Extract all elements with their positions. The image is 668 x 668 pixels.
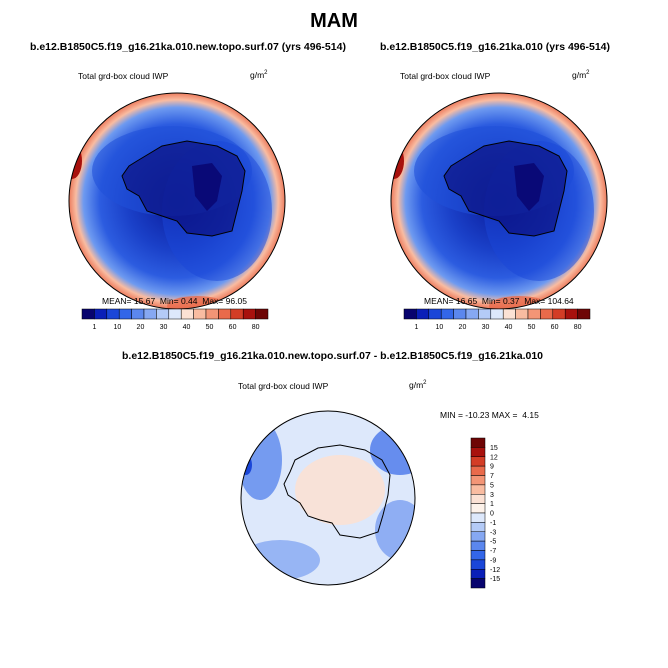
diff-colorbar-tick-label: -12 bbox=[490, 567, 500, 574]
left-colorbar-swatch bbox=[255, 308, 269, 320]
diff-antarctica-outline bbox=[283, 444, 391, 539]
right-colorbar-swatch bbox=[403, 308, 417, 320]
diff-colorbar-swatch bbox=[470, 531, 486, 542]
right-colorbar-tick-label: 30 bbox=[482, 324, 490, 331]
diff-colorbar-swatch bbox=[470, 503, 486, 514]
left-colorbar-tick-label: 30 bbox=[160, 324, 168, 331]
right-units: g/m2 bbox=[572, 70, 590, 80]
left-colorbar-swatch bbox=[205, 308, 219, 320]
left-polar-map bbox=[68, 92, 286, 310]
diff-colorbar-swatch bbox=[470, 437, 486, 448]
left-colorbar-swatch bbox=[94, 308, 108, 320]
diff-colorbar-swatch bbox=[470, 569, 486, 579]
left-colorbar-swatch bbox=[131, 308, 145, 320]
diff-colorbar-swatch bbox=[470, 494, 486, 504]
right-colorbar-swatch bbox=[453, 308, 467, 320]
diff-minmax: MIN = -10.23 MAX = 4.15 bbox=[440, 410, 539, 420]
right-stats: MEAN= 16.65 Min= 0.37 Max= 104.64 bbox=[424, 296, 574, 306]
left-colorbar-swatch bbox=[81, 308, 95, 320]
left-colorbar-swatch bbox=[156, 308, 170, 320]
left-colorbar-swatch bbox=[193, 308, 207, 320]
left-colorbar-tick-label: 1 bbox=[92, 324, 96, 331]
right-colorbar-swatch bbox=[502, 308, 516, 320]
diff-colorbar: 15 12 9 7 5 3 1 0 -1 -3 -5 -7 -9 -12 -15 bbox=[470, 437, 500, 589]
diff-units: g/m2 bbox=[409, 380, 427, 390]
right-colorbar-tick-label: 60 bbox=[551, 324, 559, 331]
right-colorbar-swatch bbox=[428, 308, 442, 320]
right-colorbar-swatch bbox=[577, 308, 591, 320]
right-colorbar-tick-label: 10 bbox=[436, 324, 444, 331]
diff-colorbar-tick-label: -9 bbox=[490, 557, 496, 564]
right-antarctica-outline bbox=[443, 140, 568, 237]
diff-colorbar-tick-label: 5 bbox=[490, 482, 494, 489]
diff-colorbar-tick-label: 3 bbox=[490, 492, 494, 499]
right-variable-label: Total grd-box cloud IWP bbox=[400, 71, 491, 81]
diff-colorbar-swatch bbox=[470, 512, 486, 523]
left-units: g/m2 bbox=[250, 70, 268, 80]
left-colorbar-swatch bbox=[230, 308, 244, 320]
left-colorbar-tick-label: 50 bbox=[206, 324, 214, 331]
left-colorbar-swatch bbox=[218, 308, 232, 320]
left-colorbar-tick-label: 20 bbox=[137, 324, 145, 331]
diff-polar-map bbox=[240, 410, 416, 586]
right-colorbar-tick-label: 80 bbox=[574, 324, 582, 331]
right-colorbar-swatch bbox=[564, 308, 578, 320]
diff-colorbar-swatch bbox=[470, 559, 486, 570]
diff-run-title: b.e12.B1850C5.f19_g16.21ka.010.new.topo.… bbox=[122, 350, 544, 362]
diff-variable-label: Total grd-box cloud IWP bbox=[238, 381, 329, 391]
left-colorbar-swatch bbox=[168, 308, 182, 320]
right-colorbar-tick-label: 20 bbox=[459, 324, 467, 331]
diff-colorbar-swatch bbox=[470, 484, 486, 495]
diff-colorbar-tick-label: -15 bbox=[490, 576, 500, 583]
diff-colorbar-tick-label: 1 bbox=[490, 501, 494, 508]
left-colorbar-tick-label: 40 bbox=[183, 324, 191, 331]
diff-colorbar-tick-label: 7 bbox=[490, 473, 494, 480]
right-colorbar-tick-label: 40 bbox=[505, 324, 513, 331]
right-colorbar-swatch bbox=[478, 308, 492, 320]
left-run-title: b.e12.B1850C5.f19_g16.21ka.010.new.topo.… bbox=[30, 41, 346, 53]
left-colorbar: 1 10 20 30 40 50 60 80 bbox=[81, 308, 269, 331]
diff-colorbar-swatch bbox=[470, 465, 486, 476]
right-colorbar-swatch bbox=[490, 308, 504, 320]
diff-colorbar-tick-label: -7 bbox=[490, 548, 496, 555]
diff-colorbar-swatch bbox=[470, 540, 486, 551]
diff-colorbar-tick-label: 15 bbox=[490, 445, 498, 452]
right-colorbar-swatch bbox=[540, 308, 554, 320]
left-colorbar-swatch bbox=[143, 308, 157, 320]
diff-colorbar-tick-label: -5 bbox=[490, 539, 496, 546]
diff-colorbar-tick-label: -3 bbox=[490, 529, 496, 536]
left-colorbar-swatch bbox=[118, 308, 132, 320]
diff-colorbar-swatch bbox=[470, 447, 486, 457]
diff-colorbar-swatch bbox=[470, 522, 486, 532]
left-antarctica-outline bbox=[121, 140, 246, 237]
left-colorbar-swatch bbox=[180, 308, 194, 320]
right-colorbar: 1 10 20 30 40 50 60 80 bbox=[403, 308, 591, 331]
right-colorbar-swatch bbox=[515, 308, 529, 320]
right-colorbar-swatch bbox=[552, 308, 566, 320]
right-colorbar-swatch bbox=[527, 308, 541, 320]
right-colorbar-swatch bbox=[465, 308, 479, 320]
figure-title: MAM bbox=[310, 10, 358, 32]
diff-colorbar-tick-label: 12 bbox=[490, 454, 498, 461]
right-polar-map bbox=[390, 92, 608, 310]
diff-colorbar-tick-label: -1 bbox=[490, 520, 496, 527]
diff-colorbar-swatch bbox=[470, 578, 486, 589]
left-colorbar-tick-label: 60 bbox=[229, 324, 237, 331]
diff-colorbar-swatch bbox=[470, 456, 486, 467]
right-colorbar-swatch bbox=[440, 308, 454, 320]
right-colorbar-tick-label: 50 bbox=[528, 324, 536, 331]
left-variable-label: Total grd-box cloud IWP bbox=[78, 71, 169, 81]
right-colorbar-swatch bbox=[416, 308, 430, 320]
diff-colorbar-tick-label: 0 bbox=[490, 511, 494, 518]
left-stats: MEAN= 15.67 Min= 0.44 Max= 96.05 bbox=[102, 296, 247, 306]
diff-colorbar-tick-label: 9 bbox=[490, 464, 494, 471]
left-colorbar-swatch bbox=[106, 308, 120, 320]
left-colorbar-tick-label: 10 bbox=[114, 324, 122, 331]
diff-colorbar-swatch bbox=[470, 550, 486, 561]
right-run-title: b.e12.B1850C5.f19_g16.21ka.010 (yrs 496-… bbox=[380, 41, 610, 53]
left-colorbar-tick-label: 80 bbox=[252, 324, 260, 331]
diff-colorbar-swatch bbox=[470, 475, 486, 486]
right-colorbar-tick-label: 1 bbox=[414, 324, 418, 331]
left-colorbar-swatch bbox=[242, 308, 256, 320]
